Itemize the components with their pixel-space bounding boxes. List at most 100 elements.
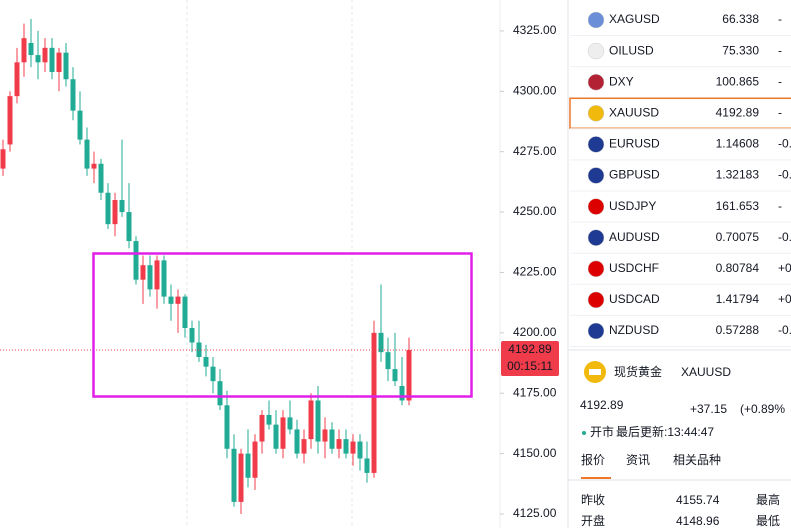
candle-body	[133, 241, 139, 280]
change: -	[778, 74, 782, 88]
stat-label: 昨收	[581, 493, 605, 507]
candle-body	[371, 332, 377, 473]
quote-price: 4192.89	[580, 398, 624, 412]
candle-body	[189, 328, 195, 343]
tab[interactable]: 资讯	[626, 453, 650, 467]
candle-body	[161, 260, 167, 297]
candle-body	[378, 332, 384, 353]
change: -	[778, 43, 782, 57]
stat-value: 4155.74	[676, 493, 720, 507]
candle-body	[168, 296, 174, 304]
candle-body	[294, 429, 300, 454]
y-tick-label: 4250.00	[513, 204, 557, 218]
y-tick-label: 4325.00	[513, 23, 557, 37]
candle-body	[280, 417, 286, 449]
tab[interactable]: 报价	[581, 452, 605, 467]
stat-label: 开盘	[581, 513, 605, 528]
price-tag-label: 4192.89	[508, 342, 552, 356]
candle-body	[182, 296, 188, 329]
price: 75.330	[722, 43, 759, 57]
candle-body	[217, 381, 223, 406]
symbol: USDCHF	[609, 261, 659, 275]
change: -0.	[778, 168, 791, 182]
candle-body	[14, 62, 20, 97]
price: 1.32183	[716, 168, 760, 182]
change: -	[778, 199, 782, 213]
price: 1.14608	[716, 137, 760, 151]
candle-body	[126, 212, 132, 242]
price: 66.338	[722, 12, 759, 26]
candle-body	[315, 400, 321, 442]
candle-body	[147, 265, 153, 290]
candle-body	[231, 448, 237, 502]
symbol: USDCAD	[609, 292, 660, 306]
candle-body	[105, 192, 111, 225]
candle-body	[266, 414, 272, 425]
candle-body	[112, 199, 118, 225]
candle-body	[273, 424, 279, 449]
change: -0.	[778, 137, 791, 151]
highlight-box	[92, 252, 473, 398]
candle-body	[301, 439, 307, 454]
candle-body	[287, 417, 293, 430]
candle-body	[35, 55, 41, 63]
candle-body	[329, 429, 335, 449]
candle-body	[77, 110, 83, 140]
chart: 4325.00 4300.00 4275.00 4250.00 4225.00 4200.…	[0, 18, 559, 520]
candle-body	[252, 441, 258, 478]
symbol-icon	[587, 229, 605, 246]
symbol-icon	[587, 198, 605, 215]
candle-body	[119, 199, 125, 213]
change: -	[778, 12, 782, 26]
countdown: 00:15:11	[507, 359, 553, 373]
stat-label: 最高	[756, 492, 780, 507]
y-tick-label: 4275.00	[513, 144, 557, 158]
candle-body	[0, 149, 6, 169]
candle-body	[70, 79, 76, 111]
change: -0.	[778, 323, 791, 337]
symbol: XAUUSD	[609, 105, 659, 119]
quote-change-pct: (+0.89%	[740, 402, 785, 416]
candle-body	[259, 414, 265, 442]
quote-change: +37.15	[690, 402, 727, 416]
symbol: EURUSD	[609, 137, 660, 151]
candle-body	[245, 453, 251, 478]
symbol-icon	[587, 73, 605, 91]
symbol-icon	[587, 105, 605, 122]
symbol: AUDUSD	[609, 230, 660, 244]
symbol: OILUSD	[609, 43, 654, 57]
tab[interactable]: 相关品种	[673, 453, 721, 467]
candle-body	[98, 163, 104, 193]
price: 100.865	[716, 74, 760, 88]
candle-body	[322, 429, 328, 442]
candle-body	[56, 52, 62, 72]
candle-body	[238, 453, 244, 502]
symbol-icon	[587, 11, 605, 29]
symbol-icon	[587, 260, 605, 278]
candle-body	[364, 458, 370, 473]
candle-body	[350, 441, 356, 454]
status-dot	[582, 431, 586, 435]
y-tick-label: 4225.00	[513, 265, 557, 279]
symbol-icon	[587, 136, 605, 153]
candle-body	[343, 439, 349, 454]
stat-label: 最低	[756, 514, 780, 528]
quote-symbol: XAUUSD	[681, 365, 731, 379]
symbol: USDJPY	[609, 199, 656, 213]
candle-body	[175, 296, 181, 304]
quote-updated: 最后更新:13:44:47	[616, 424, 714, 439]
symbol-icon	[587, 167, 605, 184]
price: 161.653	[716, 199, 760, 213]
price-tag	[501, 341, 559, 377]
candle-body	[63, 52, 69, 80]
y-tick-label: 4125.00	[513, 506, 557, 520]
candle-body	[406, 350, 412, 401]
symbol: DXY	[609, 74, 634, 88]
change: -0.	[778, 230, 791, 244]
stat-value: 4148.96	[676, 514, 720, 528]
price: 1.41794	[716, 292, 760, 306]
quote-status: 开市	[590, 424, 614, 439]
candle-body	[84, 139, 90, 169]
y-tick-label: 4150.00	[513, 446, 557, 460]
